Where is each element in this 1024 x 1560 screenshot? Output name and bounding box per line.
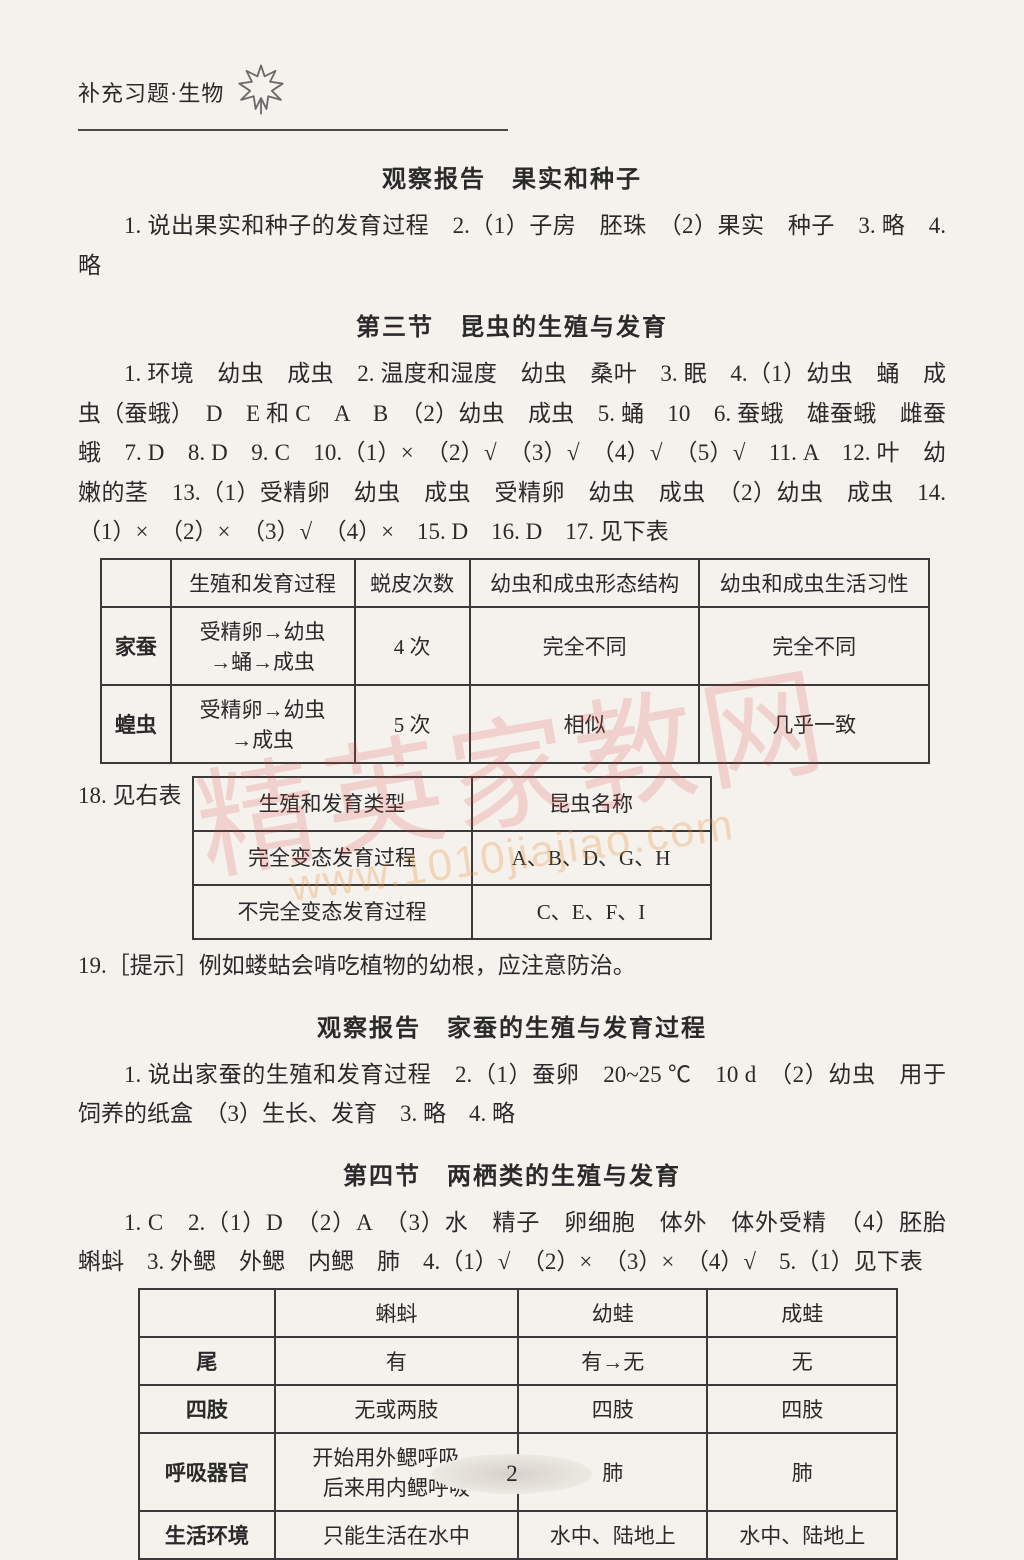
maple-leaf-icon <box>232 60 290 123</box>
table-rowhead: 尾 <box>139 1337 275 1385</box>
page-number: 2 <box>432 1454 592 1494</box>
table-q17: 生殖和发育过程 蜕皮次数 幼虫和成虫形态结构 幼虫和成虫生活习性 家蚕 受精卵→… <box>100 558 930 764</box>
table-header: 生殖和发育过程 <box>171 559 355 607</box>
row-q18: 18. 见右表 生殖和发育类型 昆虫名称 完全变态发育过程 A、B、D、G、H … <box>78 770 946 946</box>
header-rule <box>78 129 508 131</box>
table-cell: 只能生活在水中 <box>275 1511 518 1559</box>
table-cell: C、E、F、I <box>472 885 711 939</box>
table-row: 完全变态发育过程 A、B、D、G、H <box>193 831 711 885</box>
table-cell: 完全变态发育过程 <box>193 831 472 885</box>
table-rowhead: 家蚕 <box>101 607 171 685</box>
table-header <box>101 559 171 607</box>
table-cell: 相似 <box>470 685 700 763</box>
table-header: 幼虫和成虫形态结构 <box>470 559 700 607</box>
para-obs1: 1. 说出果实和种子的发育过程 2.（1）子房 胚珠 （2）果实 种子 3. 略… <box>78 206 946 285</box>
table-header <box>139 1289 275 1337</box>
table-header: 蝌蚪 <box>275 1289 518 1337</box>
table-header: 蜕皮次数 <box>355 559 470 607</box>
table-row: 生活环境 只能生活在水中 水中、陆地上 水中、陆地上 <box>139 1511 897 1559</box>
table-rowhead: 蝗虫 <box>101 685 171 763</box>
table-rowhead: 生活环境 <box>139 1511 275 1559</box>
table-header: 成蛙 <box>707 1289 897 1337</box>
para-q19: 19.［提示］例如蝼蛄会啃吃植物的幼根，应注意防治。 <box>78 946 946 986</box>
q18-label: 18. 见右表 <box>78 770 182 816</box>
table-header: 幼蛙 <box>518 1289 708 1337</box>
table-row: 尾 有 有→无 无 <box>139 1337 897 1385</box>
para-sec4: 1. C 2.（1）D （2）A （3）水 精子 卵细胞 体外 体外受精 （4）… <box>78 1203 946 1282</box>
page-number-wrap: 2 <box>0 1454 1024 1494</box>
table-rowhead: 四肢 <box>139 1385 275 1433</box>
table-cell: 无或两肢 <box>275 1385 518 1433</box>
header-text: 补充习题·生物 <box>78 76 224 108</box>
table-cell: 完全不同 <box>699 607 929 685</box>
table-row: 蝗虫 受精卵→幼虫 →成虫 5 次 相似 几乎一致 <box>101 685 929 763</box>
table-header: 生殖和发育类型 <box>193 777 472 831</box>
table-cell: 4 次 <box>355 607 470 685</box>
table-cell: 几乎一致 <box>699 685 929 763</box>
table-cell: 完全不同 <box>470 607 700 685</box>
table-q18: 生殖和发育类型 昆虫名称 完全变态发育过程 A、B、D、G、H 不完全变态发育过… <box>192 776 712 940</box>
para-sec3: 1. 环境 幼虫 成虫 2. 温度和湿度 幼虫 桑叶 3. 眠 4.（1）幼虫 … <box>78 354 946 552</box>
table-q5-1: 蝌蚪 幼蛙 成蛙 尾 有 有→无 无 四肢 无或两肢 四肢 四肢 呼吸器官 开始… <box>138 1288 898 1560</box>
table-cell: 四肢 <box>707 1385 897 1433</box>
table-cell: 不完全变态发育过程 <box>193 885 472 939</box>
table-row: 蝌蚪 幼蛙 成蛙 <box>139 1289 897 1337</box>
table-cell: 无 <box>707 1337 897 1385</box>
table-row: 家蚕 受精卵→幼虫 →蛹→成虫 4 次 完全不同 完全不同 <box>101 607 929 685</box>
table-cell: 有→无 <box>518 1337 708 1385</box>
section-title-obs1: 观察报告 果实和种子 <box>78 159 946 194</box>
table-cell: 水中、陆地上 <box>707 1511 897 1559</box>
table-cell: 5 次 <box>355 685 470 763</box>
table-header: 幼虫和成虫生活习性 <box>699 559 929 607</box>
table-row: 四肢 无或两肢 四肢 四肢 <box>139 1385 897 1433</box>
section-title-4: 第四节 两栖类的生殖与发育 <box>78 1156 946 1191</box>
section-title-obs2: 观察报告 家蚕的生殖与发育过程 <box>78 1008 946 1043</box>
table-row: 生殖和发育过程 蜕皮次数 幼虫和成虫形态结构 幼虫和成虫生活习性 <box>101 559 929 607</box>
table-cell: 水中、陆地上 <box>518 1511 708 1559</box>
table-row: 生殖和发育类型 昆虫名称 <box>193 777 711 831</box>
table-cell: 四肢 <box>518 1385 708 1433</box>
table-cell: 受精卵→幼虫 →蛹→成虫 <box>171 607 355 685</box>
table-row: 不完全变态发育过程 C、E、F、I <box>193 885 711 939</box>
table-cell: A、B、D、G、H <box>472 831 711 885</box>
page-header: 补充习题·生物 <box>78 60 946 123</box>
section-title-3: 第三节 昆虫的生殖与发育 <box>78 307 946 342</box>
table-cell: 受精卵→幼虫 →成虫 <box>171 685 355 763</box>
table-header: 昆虫名称 <box>472 777 711 831</box>
table-cell: 有 <box>275 1337 518 1385</box>
para-obs2: 1. 说出家蚕的生殖和发育过程 2.（1）蚕卵 20~25 ℃ 10 d （2）… <box>78 1055 946 1134</box>
